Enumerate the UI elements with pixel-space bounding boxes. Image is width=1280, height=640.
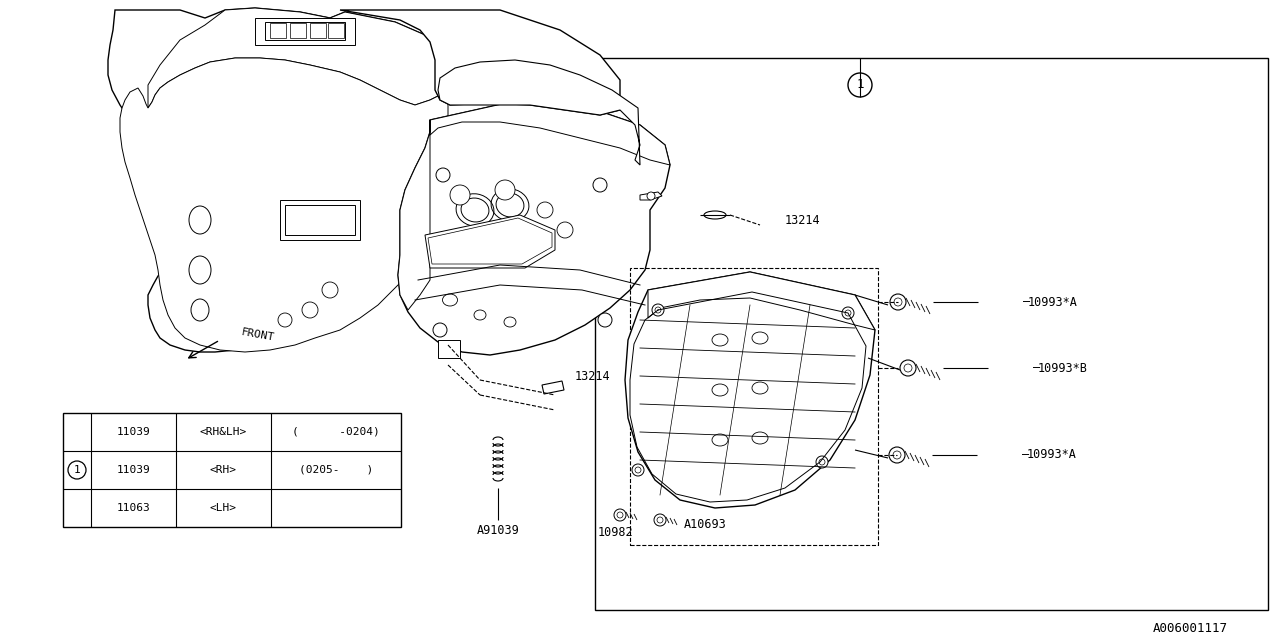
Bar xyxy=(595,58,1268,610)
Bar xyxy=(630,268,878,545)
Polygon shape xyxy=(541,381,564,394)
Text: 11039: 11039 xyxy=(116,427,150,437)
Circle shape xyxy=(614,509,626,521)
Polygon shape xyxy=(425,215,556,268)
Circle shape xyxy=(652,304,664,316)
Text: 10993*A: 10993*A xyxy=(1027,449,1076,461)
Text: <RH&LH>: <RH&LH> xyxy=(200,427,247,437)
Polygon shape xyxy=(438,60,640,165)
Circle shape xyxy=(436,168,451,182)
Circle shape xyxy=(593,178,607,192)
Polygon shape xyxy=(120,58,448,352)
Text: —: — xyxy=(1033,362,1041,374)
Circle shape xyxy=(302,302,317,318)
Polygon shape xyxy=(285,205,355,235)
Text: A91039: A91039 xyxy=(476,524,520,536)
Circle shape xyxy=(278,313,292,327)
Polygon shape xyxy=(428,218,552,264)
Circle shape xyxy=(849,73,872,97)
Polygon shape xyxy=(328,23,344,38)
Polygon shape xyxy=(640,192,662,200)
Circle shape xyxy=(323,282,338,298)
Circle shape xyxy=(635,467,641,473)
Text: 10993*B: 10993*B xyxy=(1038,362,1088,374)
Text: A10693: A10693 xyxy=(684,518,726,531)
Circle shape xyxy=(893,451,901,459)
Circle shape xyxy=(655,307,660,313)
Text: 1: 1 xyxy=(74,465,81,475)
Text: <LH>: <LH> xyxy=(210,503,237,513)
Polygon shape xyxy=(265,22,346,40)
Polygon shape xyxy=(148,8,448,108)
Text: <RH>: <RH> xyxy=(210,465,237,475)
Circle shape xyxy=(817,456,828,468)
Polygon shape xyxy=(340,10,620,115)
Circle shape xyxy=(646,192,655,200)
Polygon shape xyxy=(648,272,876,330)
Circle shape xyxy=(893,298,902,306)
Polygon shape xyxy=(625,272,876,508)
Circle shape xyxy=(538,202,553,218)
Text: 13214: 13214 xyxy=(575,371,611,383)
Text: (      -0204): ( -0204) xyxy=(292,427,380,437)
Text: —: — xyxy=(1023,296,1030,308)
Circle shape xyxy=(632,464,644,476)
Bar xyxy=(63,413,401,527)
Circle shape xyxy=(433,323,447,337)
Text: 10993*A: 10993*A xyxy=(1028,296,1078,308)
Polygon shape xyxy=(438,340,460,358)
Circle shape xyxy=(68,461,86,479)
Circle shape xyxy=(904,364,911,372)
Polygon shape xyxy=(430,100,669,165)
Polygon shape xyxy=(310,23,326,38)
Text: —: — xyxy=(1021,449,1029,461)
Circle shape xyxy=(657,517,663,523)
Text: FRONT: FRONT xyxy=(241,327,275,343)
Text: 10982: 10982 xyxy=(598,527,632,540)
Text: 11063: 11063 xyxy=(116,503,150,513)
Circle shape xyxy=(890,294,906,310)
Polygon shape xyxy=(255,18,355,45)
Polygon shape xyxy=(398,120,430,310)
Polygon shape xyxy=(291,23,306,38)
Ellipse shape xyxy=(704,211,726,219)
Circle shape xyxy=(654,514,666,526)
Text: A006001117: A006001117 xyxy=(1152,621,1228,634)
Text: 11039: 11039 xyxy=(116,465,150,475)
Polygon shape xyxy=(270,23,285,38)
Circle shape xyxy=(845,310,851,316)
Polygon shape xyxy=(108,8,448,352)
Circle shape xyxy=(557,222,573,238)
Text: 13214: 13214 xyxy=(785,214,820,227)
Text: 1: 1 xyxy=(856,79,864,92)
Circle shape xyxy=(617,512,623,518)
Circle shape xyxy=(819,459,826,465)
Circle shape xyxy=(495,180,515,200)
Polygon shape xyxy=(398,100,669,355)
Polygon shape xyxy=(280,200,360,240)
Circle shape xyxy=(900,360,916,376)
Circle shape xyxy=(890,447,905,463)
Circle shape xyxy=(842,307,854,319)
Circle shape xyxy=(451,185,470,205)
Circle shape xyxy=(598,313,612,327)
Text: (0205-    ): (0205- ) xyxy=(298,465,374,475)
